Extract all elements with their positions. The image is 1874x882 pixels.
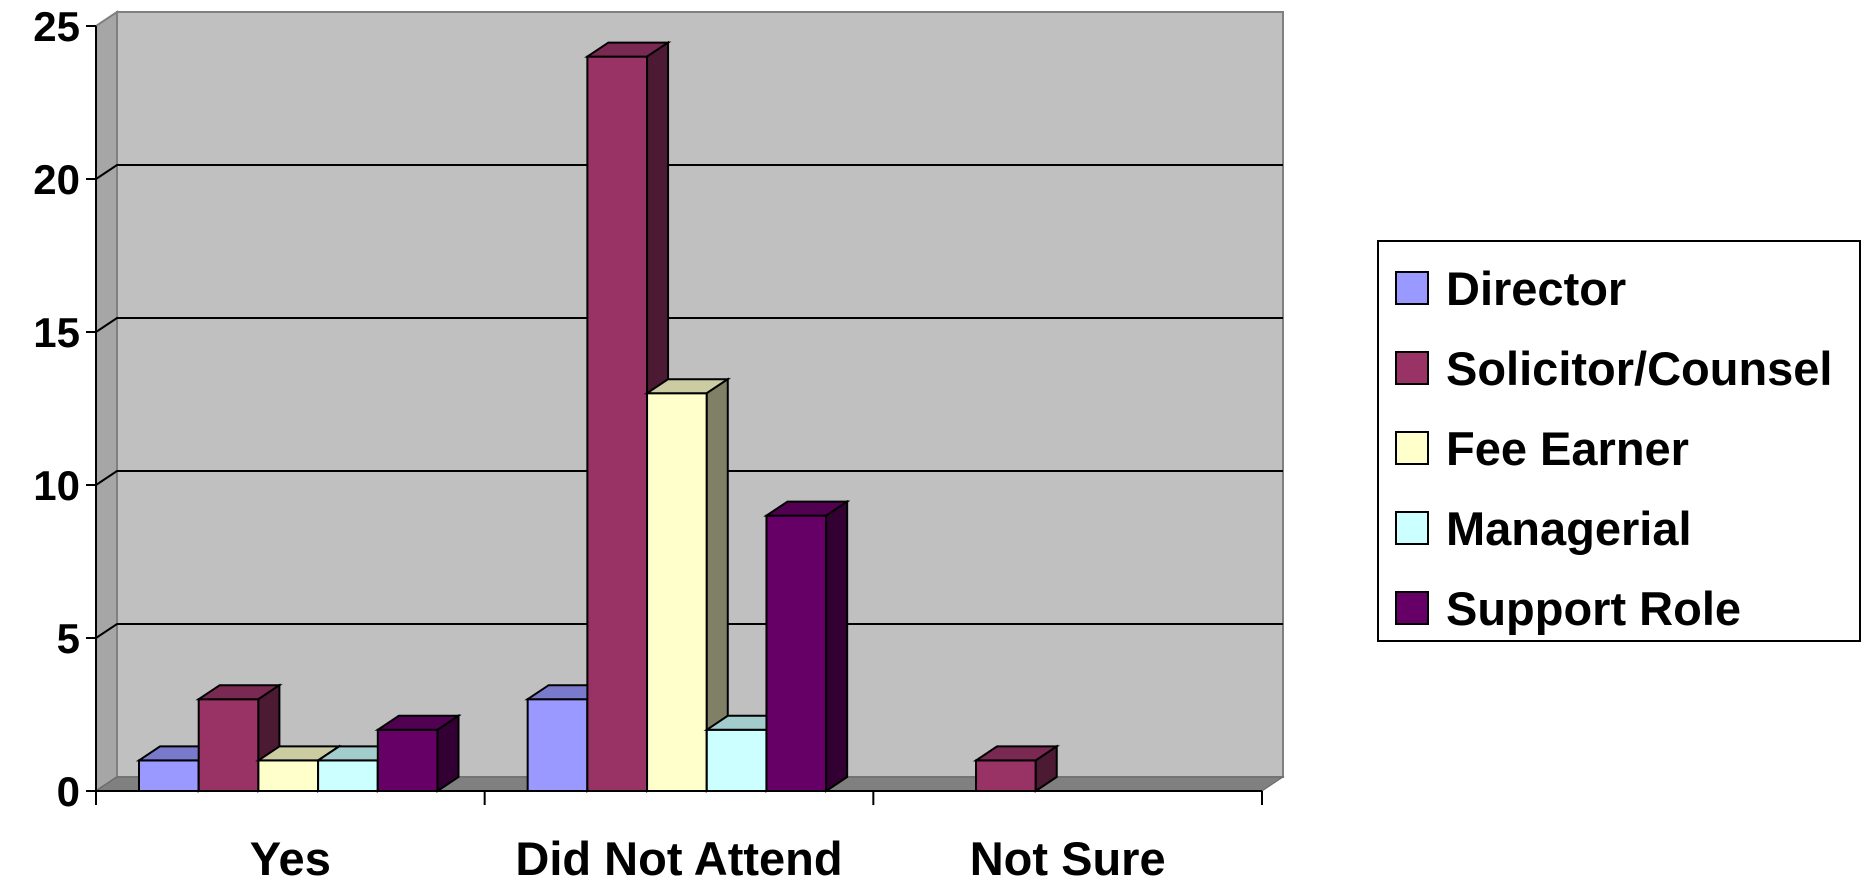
y-tick-label: 15 [33, 309, 80, 356]
bar-front [376, 728, 439, 792]
bar-support-role-yes [374, 713, 462, 793]
bar-front [975, 759, 1037, 793]
bars [135, 40, 1061, 793]
y-tick-label: 10 [33, 462, 80, 509]
x-tick-label-yes: Yes [250, 832, 331, 882]
legend-label-support-role: Support Role [1446, 581, 1742, 635]
legend-item-director: Director [1395, 258, 1626, 318]
x-tick-label-did-not-attend: Did Not Attend [515, 832, 842, 882]
bar-front [197, 698, 260, 793]
y-tick-labels: 0 5 10 15 20 25 [33, 3, 80, 815]
bar-support-role-did-not-attend [763, 499, 851, 793]
gridline [95, 470, 1283, 486]
bar-front [138, 759, 200, 793]
gridlines [95, 164, 1283, 639]
bar-front [257, 759, 320, 793]
legend-item-managerial: Managerial [1395, 498, 1692, 558]
bar-front [646, 392, 708, 792]
bar-front [586, 55, 649, 793]
legend-label-director: Director [1446, 261, 1627, 315]
bar-side [436, 713, 460, 793]
legend-swatch-managerial [1395, 511, 1429, 545]
x-tick-labels: Yes Did Not Attend Not Sure [250, 832, 1166, 882]
x-tick-label-not-sure: Not Sure [970, 832, 1166, 882]
legend-label-fee-earner: Fee Earner [1446, 421, 1689, 475]
bar-front [765, 514, 828, 792]
legend-item-solicitor-counsel: Solicitor/Counsel [1395, 338, 1833, 398]
legend-label-solicitor-counsel: Solicitor/Counsel [1446, 341, 1833, 395]
bar-front [705, 728, 768, 792]
legend-swatch-director [1395, 271, 1429, 305]
gridline [95, 317, 1283, 333]
bar-fee-earner-did-not-attend [643, 377, 732, 793]
side-wall [95, 10, 118, 793]
gridline [95, 164, 1283, 180]
legend-swatch-solicitor-counsel [1395, 351, 1429, 385]
legend: Director Solicitor/Counsel Fee Earner Ma… [1377, 240, 1861, 642]
legend-label-managerial: Managerial [1446, 501, 1692, 555]
bar-side [825, 499, 849, 793]
y-tick-label: 0 [57, 768, 80, 815]
y-tick-label: 20 [33, 156, 80, 203]
gridline [95, 623, 1283, 639]
bar-front [526, 698, 589, 793]
bar-solicitor-counsel-not-sure [972, 744, 1061, 793]
legend-item-support-role: Support Role [1395, 578, 1741, 638]
bar-front [317, 759, 379, 793]
y-tick-label: 25 [33, 3, 80, 50]
bar-side [1034, 744, 1058, 793]
y-tick-label: 5 [57, 615, 80, 662]
legend-item-fee-earner: Fee Earner [1395, 418, 1689, 478]
legend-swatch-fee-earner [1395, 431, 1429, 465]
legend-swatch-support-role [1395, 591, 1429, 625]
